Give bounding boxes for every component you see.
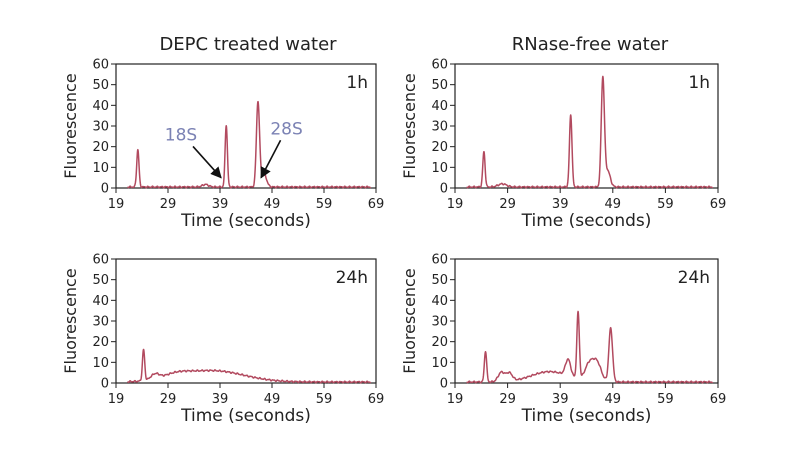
plot-frame — [454, 63, 719, 189]
y-tick-label: 50 — [92, 78, 109, 93]
annotation-arrow — [192, 145, 222, 179]
x-tick-label: 39 — [212, 392, 229, 407]
column-title-depc: DEPC treated water — [159, 34, 337, 55]
y-tick-label: 50 — [431, 78, 448, 93]
panel-rnase-free-24h: 0 10 20 30 40 50 60 19 29 39 49 59 69 Time (seconds) F… — [400, 253, 726, 427]
x-tick-label: 29 — [499, 197, 516, 212]
y-tick-label: 0 — [440, 182, 448, 197]
x-tick-label: 29 — [160, 197, 177, 212]
y-tick-label: 20 — [431, 335, 448, 350]
x-tick-label: 49 — [264, 392, 281, 407]
y-tick-label: 30 — [431, 120, 448, 135]
y-tick-label: 40 — [431, 294, 448, 309]
x-tick-label: 39 — [212, 197, 229, 212]
x-axis-title: Time (seconds) — [180, 406, 311, 426]
y-tick-label: 50 — [92, 273, 109, 288]
y-tick-label: 10 — [92, 356, 109, 371]
y-axis-title: Fluorescence — [400, 73, 419, 178]
y-tick-label: 60 — [92, 253, 109, 268]
annotation-arrow — [260, 139, 282, 179]
x-tick-label: 29 — [499, 392, 516, 407]
x-tick-label: 19 — [447, 197, 464, 212]
y-tick-label: 0 — [101, 377, 109, 392]
y-tick-label: 20 — [92, 335, 109, 350]
x-tick-label: 39 — [552, 197, 569, 212]
x-axis-title: Time (seconds) — [180, 211, 311, 231]
y-tick-label: 50 — [431, 273, 448, 288]
series-trace — [466, 310, 714, 384]
y-tick-label: 10 — [431, 161, 448, 176]
column-title-rnase-free: RNase-free water — [512, 34, 669, 55]
x-tick-label: 59 — [316, 392, 333, 407]
x-tick-label: 69 — [368, 197, 385, 212]
x-tick-label: 49 — [605, 392, 622, 407]
y-tick-label: 60 — [431, 253, 448, 268]
x-tick-label: 49 — [264, 197, 281, 212]
x-tick-label: 19 — [447, 392, 464, 407]
x-tick-label: 49 — [605, 197, 622, 212]
y-tick-label: 30 — [92, 120, 109, 135]
panel-time-label: 1h — [346, 73, 368, 93]
plot-frame — [115, 63, 377, 189]
panel-rnase-free-1h: 0 10 20 30 40 50 60 19 29 39 49 59 69 Time (seconds) F… — [400, 58, 726, 232]
y-axis-title: Fluorescence — [61, 268, 80, 373]
x-tick-label: 69 — [710, 197, 727, 212]
x-axis-title: Time (seconds) — [521, 406, 652, 426]
series-trace — [126, 348, 372, 384]
y-tick-label: 60 — [431, 58, 448, 73]
panel-time-label: 1h — [688, 73, 710, 93]
y-tick-label: 40 — [92, 99, 109, 114]
x-tick-label: 59 — [657, 392, 674, 407]
y-tick-label: 20 — [431, 140, 448, 155]
x-tick-label: 69 — [368, 392, 385, 407]
series-trace — [126, 100, 372, 189]
y-tick-label: 30 — [92, 315, 109, 330]
panel-time-label: 24h — [678, 268, 710, 288]
x-tick-label: 69 — [710, 392, 727, 407]
series-trace — [466, 75, 714, 189]
panel-time-label: 24h — [336, 268, 368, 288]
x-tick-label: 59 — [316, 197, 333, 212]
y-axis-title: Fluorescence — [400, 268, 419, 373]
y-tick-label: 10 — [92, 161, 109, 176]
x-tick-label: 39 — [552, 392, 569, 407]
annotation-label: 18S — [165, 125, 197, 145]
y-tick-label: 60 — [92, 58, 109, 73]
y-tick-label: 0 — [440, 377, 448, 392]
annotation-label: 28S — [270, 119, 302, 139]
x-tick-label: 29 — [160, 392, 177, 407]
x-tick-label: 59 — [657, 197, 674, 212]
y-tick-label: 20 — [92, 140, 109, 155]
panel-depc-24h: 0 10 20 30 40 50 60 19 29 39 49 59 69 Time (seconds) F… — [61, 253, 384, 427]
y-tick-label: 40 — [92, 294, 109, 309]
x-tick-label: 19 — [108, 392, 125, 407]
panel-depc-1h: 0 10 20 30 40 50 60 19 29 39 49 59 69 Time (seconds) F… — [61, 58, 384, 232]
x-tick-label: 19 — [108, 197, 125, 212]
y-tick-label: 30 — [431, 315, 448, 330]
y-tick-label: 10 — [431, 356, 448, 371]
x-axis-title: Time (seconds) — [521, 211, 652, 231]
y-axis-title: Fluorescence — [61, 73, 80, 178]
y-tick-label: 0 — [101, 182, 109, 197]
y-tick-label: 40 — [431, 99, 448, 114]
